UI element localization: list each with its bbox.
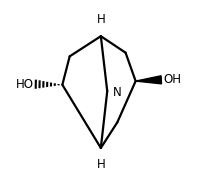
Polygon shape	[136, 76, 162, 84]
Text: H: H	[96, 158, 105, 171]
Text: N: N	[113, 86, 122, 99]
Text: OH: OH	[163, 73, 181, 86]
Text: HO: HO	[16, 78, 34, 91]
Text: H: H	[96, 13, 105, 26]
